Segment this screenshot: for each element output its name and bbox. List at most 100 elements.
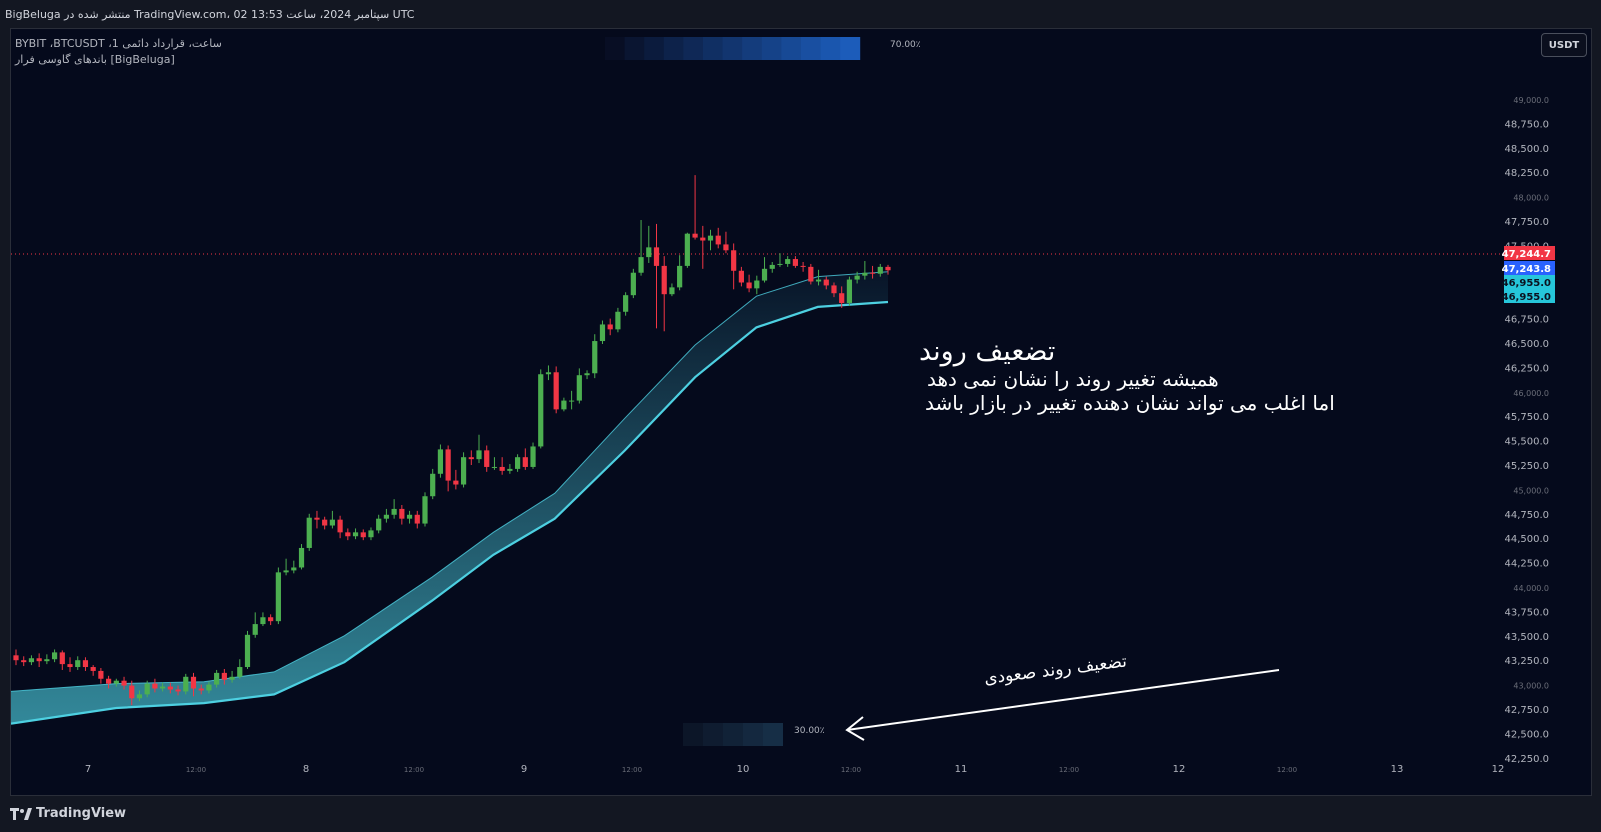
- candle-body: [229, 676, 235, 680]
- candle-body: [376, 518, 382, 531]
- candle-body: [754, 280, 760, 289]
- candle-body: [584, 373, 590, 376]
- price-axis-label: 45,750.0: [1504, 412, 1549, 423]
- candle-body: [445, 449, 451, 481]
- gradient-block: [703, 723, 723, 746]
- annotation-arrow: [845, 669, 1280, 741]
- candle-body: [630, 272, 636, 296]
- candle-body: [144, 683, 150, 695]
- candle-body: [13, 655, 19, 661]
- gradient-block: [683, 37, 704, 60]
- candle-body: [599, 324, 606, 342]
- annotation-line-1: همیشه تغییر روند را نشان نمی دهد: [927, 367, 1219, 391]
- price-axis-label: 44,500.0: [1504, 534, 1549, 545]
- price-axis-label: 43,000.0: [1513, 682, 1549, 691]
- candle-body: [646, 247, 652, 258]
- time-axis-label: 12:00: [841, 766, 861, 774]
- symbol-info[interactable]: BYBIT ،BTCUSDT ،1 ساعت، قرارداد دائمی: [15, 37, 222, 50]
- candle-body: [569, 400, 575, 402]
- price-tag-box: [1504, 246, 1555, 260]
- candle-body: [615, 311, 621, 330]
- candle-body: [352, 532, 359, 537]
- price-axis-label: 43,500.0: [1504, 632, 1549, 643]
- candle-body: [75, 660, 81, 668]
- candle-body: [67, 664, 73, 668]
- indicator-info[interactable]: باندهای گاوسی فرار [BigBeluga]: [15, 53, 175, 66]
- candle-body: [653, 247, 660, 266]
- annotation-line-2: اما اغلب می تواند نشان دهنده تغییر در با…: [925, 391, 1335, 415]
- tradingview-logo[interactable]: TradingView: [10, 806, 126, 821]
- gradient-top-label: 70.00٪: [890, 40, 921, 50]
- time-axis-label: 9: [521, 764, 527, 775]
- candle-body: [460, 457, 467, 485]
- candle-body: [800, 265, 806, 267]
- candle-body: [252, 624, 258, 635]
- candle-body: [345, 532, 351, 537]
- candle-body: [399, 508, 405, 519]
- candle-body: [113, 680, 119, 684]
- candle-body: [90, 667, 96, 671]
- candle-body: [723, 244, 729, 251]
- candle-body: [785, 259, 791, 264]
- candle-body: [314, 517, 320, 520]
- price-axis-label: 48,750.0: [1504, 119, 1549, 130]
- candle-body: [476, 450, 482, 460]
- candle-body: [152, 683, 158, 689]
- time-axis-label: 12:00: [622, 766, 642, 774]
- candle-body: [808, 266, 814, 282]
- price-axis[interactable]: 49,000.0 48,750.0 48,500.0 48,250.0 48,000.0…: [1504, 96, 1549, 765]
- candle-body: [823, 279, 829, 286]
- candle-body: [661, 265, 667, 295]
- candle-body: [430, 473, 436, 497]
- candle-body: [484, 450, 490, 467]
- candle-body: [700, 237, 706, 241]
- chart-area[interactable]: 49,000.0 48,750.0 48,500.0 48,250.0 48,000.0…: [10, 28, 1592, 796]
- candle-body: [769, 264, 775, 269]
- candle-body: [175, 689, 181, 692]
- candle-body: [160, 686, 166, 689]
- candle-body: [221, 672, 227, 680]
- currency-button[interactable]: USDT: [1541, 33, 1587, 57]
- candle-body: [545, 372, 552, 375]
- candle-body: [669, 287, 675, 295]
- candle-body: [190, 676, 197, 689]
- candle-body: [51, 652, 58, 660]
- top-bar: BigBeluga منتشر شده در TradingView.com، …: [0, 0, 1601, 28]
- candle-body: [761, 268, 768, 281]
- candle-body: [422, 496, 428, 524]
- candle-body: [337, 519, 343, 533]
- gradient-block: [722, 37, 743, 60]
- candle-body: [391, 508, 397, 515]
- time-axis-label: 12:00: [1059, 766, 1079, 774]
- candle-body: [831, 285, 837, 294]
- candle-body: [106, 678, 112, 684]
- price-axis-label: 42,750.0: [1504, 705, 1549, 716]
- price-tags: 47,244.7 47,243.8 46,955.0 46,955.0: [1502, 246, 1555, 303]
- candle-body: [360, 532, 366, 538]
- price-axis-label: 48,500.0: [1504, 144, 1549, 155]
- candle-body: [98, 670, 104, 679]
- gradient-block: [820, 37, 841, 60]
- price-axis-label: 45,500.0: [1504, 437, 1549, 448]
- price-tag-box: [1504, 261, 1555, 275]
- candle-body: [877, 266, 883, 274]
- chart-legend[interactable]: BYBIT ،BTCUSDT ،1 ساعت، قرارداد دائمی با…: [15, 36, 222, 68]
- gradient-block: [743, 723, 763, 746]
- candle-body: [862, 272, 868, 276]
- candle-body: [707, 235, 714, 241]
- price-tag-box: [1504, 275, 1555, 289]
- candle-body: [715, 235, 721, 245]
- candle-body: [283, 570, 289, 573]
- gradient-block: [723, 723, 743, 746]
- bottom-bar: TradingView: [0, 796, 1601, 832]
- candle-body: [368, 530, 374, 538]
- candle-body: [21, 660, 27, 663]
- candle-body: [677, 265, 683, 288]
- time-axis[interactable]: 7 12:00 8 12:00 9 12:00 10 12:00 11 12:00 12 12:00 1…: [85, 764, 1505, 775]
- candle-body: [522, 457, 528, 467]
- candle-body: [854, 275, 860, 280]
- candle-body: [692, 233, 698, 238]
- price-chart[interactable]: 49,000.0 48,750.0 48,500.0 48,250.0 48,000.0…: [11, 29, 1591, 795]
- band-fill: [11, 271, 888, 724]
- price-tag-label: 47,244.7: [1502, 249, 1551, 260]
